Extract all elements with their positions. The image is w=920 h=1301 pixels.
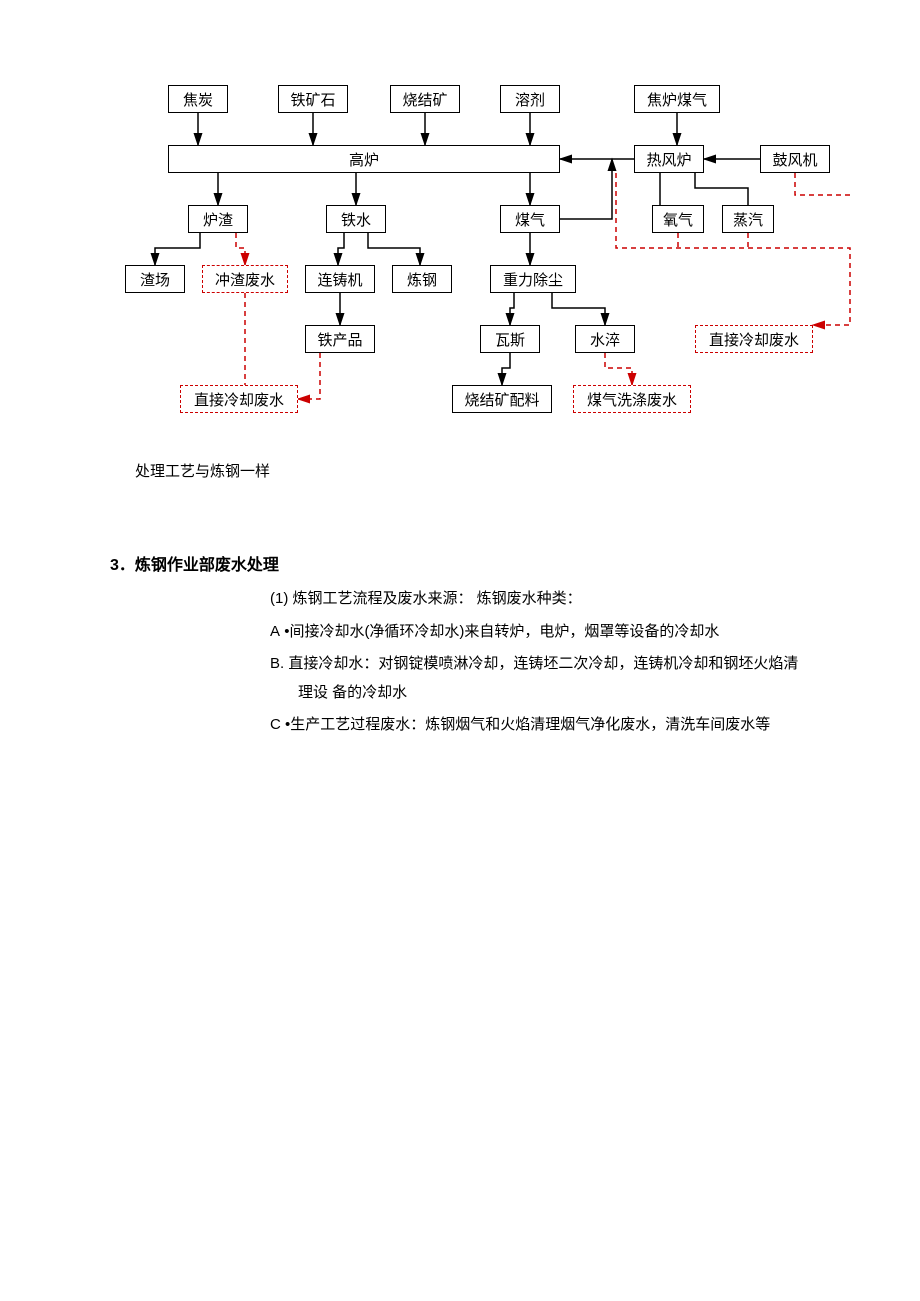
item-C-prefix: C (270, 716, 281, 733)
item-C-text: •生产工艺过程废水：炼钢烟气和火焰清理烟气净化废水，清洗车间废水等 (285, 716, 770, 733)
edge-n_refenglu-n_zhijielengque2 (616, 173, 850, 325)
flowchart-node-n_jiaotan: 焦炭 (168, 85, 228, 113)
item-B-prefix: B. (270, 655, 284, 672)
item-B-text: 直接冷却水：对钢锭模喷淋冷却，连铸坯二次冷却，连铸机冷却和钢坯火焰清理设 备的冷… (288, 655, 798, 701)
edge-n_gufengji-n_zhijielengque2 (795, 173, 850, 195)
edge-n_luzha-n_zhachang (155, 233, 200, 265)
flowchart-node-n_meiqi: 煤气 (500, 205, 560, 233)
edge-n_zhonglichuchen-n_shuisui (552, 293, 605, 325)
flowchart-node-n_meiqixidi: 煤气洗涤废水 (573, 385, 691, 413)
flowchart-node-n_zhonglichuchen: 重力除尘 (490, 265, 576, 293)
flowchart-diagram: 焦炭 铁矿石 烧结矿 溶剂 焦炉煤气高炉 热风炉 鼓风机炉渣 铁水 煤气 氧气蒸汽渣场冲渣废水连铸… (0, 0, 920, 420)
flowchart-node-n_liangang: 炼钢 (392, 265, 452, 293)
edge-n_zhonglichuchen-n_wasi (510, 293, 514, 325)
edge-n_luzha-n_chongzha (236, 233, 245, 265)
item-A-prefix: A (270, 623, 280, 640)
flowchart-node-n_shaojie: 烧结矿 (390, 85, 460, 113)
edge-n_refenglu-n_zhengqi (695, 173, 748, 206)
flowchart-node-n_zhijielengque2: 直接冷却废水 (695, 325, 813, 353)
edge-n_tiechanpin-n_zhijielengque1 (298, 353, 320, 399)
flowchart-node-n_tieshui: 铁水 (326, 205, 386, 233)
flowchart-node-n_wasi: 瓦斯 (480, 325, 540, 353)
flowchart-node-n_shaojiekuang: 烧结矿配料 (452, 385, 552, 413)
flowchart-node-n_tiechanpin: 铁产品 (305, 325, 375, 353)
flowchart-node-n_yangqi: 氧气 (652, 205, 704, 233)
flowchart-node-n_tiekuang: 铁矿石 (278, 85, 348, 113)
flowchart-node-n_refenglu: 热风炉 (634, 145, 704, 173)
flowchart-node-n_lianzhuji: 连铸机 (305, 265, 375, 293)
item-1: (1) 炼钢工艺流程及废水来源： 炼钢废水种类： (130, 585, 800, 614)
diagram-caption: 处理工艺与炼钢一样 (0, 460, 920, 481)
section-body: (1) 炼钢工艺流程及废水来源： 炼钢废水种类： A •间接冷却水(净循环冷却水… (0, 585, 920, 740)
flowchart-node-n_rongji: 溶剂 (500, 85, 560, 113)
flowchart-node-n_gufengji: 鼓风机 (760, 145, 830, 173)
item-A: A •间接冷却水(净循环冷却水)来自转炉，电炉，烟罩等设备的冷却水 (130, 618, 800, 647)
flowchart-node-n_zhachang: 渣场 (125, 265, 185, 293)
edge-n_tieshui-n_lianzhuji (338, 233, 344, 265)
edge-n_tieshui-n_liangang (368, 233, 420, 265)
item-A-text: •间接冷却水(净循环冷却水)来自转炉，电炉，烟罩等设备的冷却水 (284, 623, 719, 640)
item-1-prefix: (1) (270, 590, 288, 607)
flowchart-node-n_gaolu: 高炉 (168, 145, 560, 173)
item-B: B. 直接冷却水：对钢锭模喷淋冷却，连铸坯二次冷却，连铸机冷却和钢坯火焰清理设 … (130, 650, 800, 707)
flowchart-node-n_chongzha: 冲渣废水 (202, 265, 288, 293)
flowchart-edges (0, 0, 920, 420)
edge-n_wasi-n_shaojiekuang (502, 353, 510, 385)
item-C: C •生产工艺过程废水：炼钢烟气和火焰清理烟气净化废水，清洗车间废水等 (130, 711, 800, 740)
section-title: 炼钢作业部废水处理 (135, 557, 279, 574)
item-1-text: 炼钢工艺流程及废水来源： 炼钢废水种类： (293, 590, 582, 607)
section-number: 3． (110, 557, 135, 574)
edge-n_meiqi-n_refenglu (560, 159, 612, 219)
flowchart-node-n_luzha: 炉渣 (188, 205, 248, 233)
edge-n_shuisui-n_meiqixidi (605, 353, 632, 385)
section-heading: 3．炼钢作业部废水处理 (0, 551, 920, 575)
flowchart-node-n_zhengqi: 蒸汽 (722, 205, 774, 233)
flowchart-node-n_shuisui: 水淬 (575, 325, 635, 353)
flowchart-node-n_zhijielengque1: 直接冷却废水 (180, 385, 298, 413)
flowchart-node-n_jiaolumeiqi: 焦炉煤气 (634, 85, 720, 113)
